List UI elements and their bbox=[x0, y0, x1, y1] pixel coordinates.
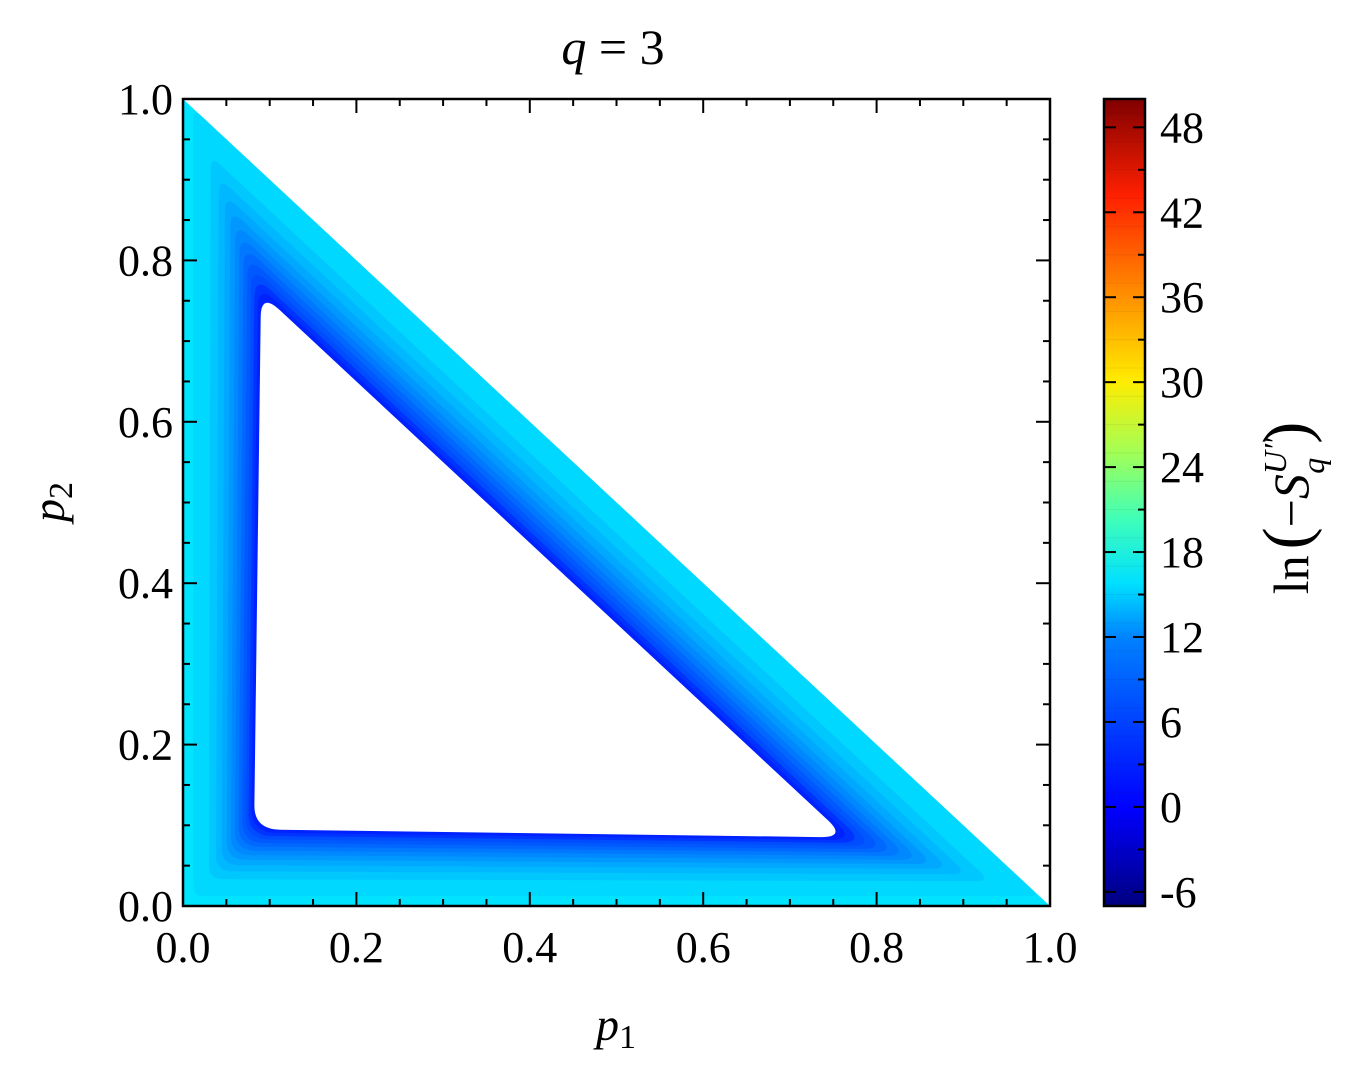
colorbar-tick-label: 48 bbox=[1160, 103, 1204, 152]
y-tick-labels: 0.0 0.2 0.4 0.6 0.8 1.0 bbox=[118, 75, 173, 931]
colorbar: -6 0 6 12 18 24 30 36 42 48 bbox=[1102, 97, 1204, 917]
x-tick-label: 0.6 bbox=[676, 923, 731, 972]
y-tick-label: 0.4 bbox=[118, 559, 173, 608]
title-equals: = bbox=[586, 19, 639, 75]
colorbar-tick-label: -6 bbox=[1160, 868, 1197, 917]
colorbar-frame bbox=[1102, 97, 1147, 908]
colorbar-gradient bbox=[1104, 99, 1145, 906]
colorbar-tick-label: 24 bbox=[1160, 443, 1204, 492]
y-tick-label: 0.0 bbox=[118, 882, 173, 931]
colorbar-tick-label: 30 bbox=[1160, 358, 1204, 407]
x-axis-label-var: p bbox=[593, 999, 619, 1050]
colorbar-label-ln: ln bbox=[1263, 555, 1319, 594]
colorbar-label: ln (−SU″q) bbox=[1250, 422, 1331, 595]
colorbar-label-minus: − bbox=[1263, 499, 1319, 527]
colorbar-tick-label: 18 bbox=[1160, 528, 1204, 577]
chart-title: q = 3 bbox=[561, 19, 664, 75]
colorbar-label-close: ) bbox=[1250, 422, 1323, 444]
colorbar-label-open: ( bbox=[1250, 527, 1323, 549]
colorbar-tick-label: 0 bbox=[1160, 783, 1182, 832]
colorbar-tick-label: 42 bbox=[1160, 188, 1204, 237]
colorbar-label-sub: q bbox=[1295, 458, 1331, 474]
axis-ticks bbox=[183, 99, 1050, 906]
colorbar-tick-label: 6 bbox=[1160, 698, 1182, 747]
colorbar-label-S: S bbox=[1263, 474, 1319, 499]
x-tick-labels: 0.0 0.2 0.4 0.6 0.8 1.0 bbox=[156, 923, 1078, 972]
colorbar-label-sup: U″ bbox=[1257, 437, 1293, 474]
x-axis-label: p1 bbox=[593, 999, 636, 1056]
colorbar-tick-label: 12 bbox=[1160, 613, 1204, 662]
colorbar-ticks: -6 0 6 12 18 24 30 36 42 48 bbox=[1104, 103, 1204, 917]
y-tick-label: 1.0 bbox=[118, 75, 173, 124]
y-axis-label: p2 bbox=[23, 482, 80, 525]
y-axis-label-var: p bbox=[23, 499, 74, 525]
x-tick-label: 0.2 bbox=[329, 923, 384, 972]
y-tick-label: 0.6 bbox=[118, 398, 173, 447]
y-axis-label-sub: 2 bbox=[43, 482, 80, 499]
x-tick-label: 0.8 bbox=[849, 923, 904, 972]
title-value: 3 bbox=[640, 19, 665, 75]
x-tick-label: 0.4 bbox=[502, 923, 557, 972]
title-variable: q bbox=[561, 19, 586, 75]
contour-fills bbox=[183, 99, 1050, 906]
colorbar-tick-label: 36 bbox=[1160, 273, 1204, 322]
y-tick-label: 0.8 bbox=[118, 236, 173, 285]
contour-white-region bbox=[254, 302, 836, 838]
x-axis-label-sub: 1 bbox=[619, 1019, 636, 1056]
x-tick-label: 1.0 bbox=[1023, 923, 1078, 972]
y-tick-label: 0.2 bbox=[118, 721, 173, 770]
x-tick-label: 0.0 bbox=[156, 923, 211, 972]
